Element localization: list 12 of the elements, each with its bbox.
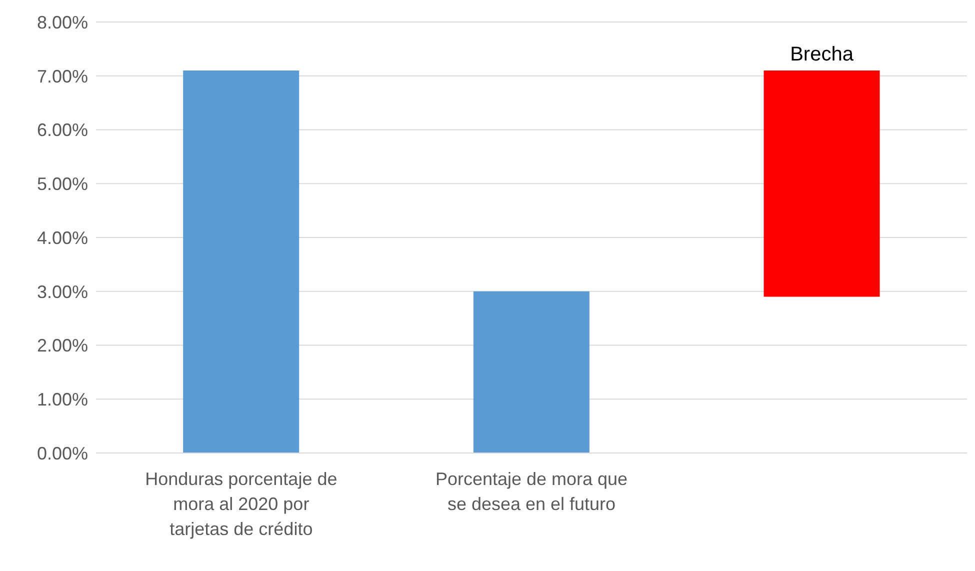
y-tick-label: 6.00%: [36, 120, 88, 140]
y-tick-label: 2.00%: [36, 336, 88, 356]
y-tick-label: 7.00%: [36, 66, 88, 86]
y-tick-label: 8.00%: [36, 12, 88, 32]
y-tick-label: 4.00%: [36, 228, 88, 248]
y-tick-label: 5.00%: [36, 174, 88, 194]
y-tick-label: 0.00%: [36, 443, 88, 464]
y-tick-label: 1.00%: [36, 390, 88, 410]
annotation: Brecha: [790, 43, 854, 66]
x-tick-label: Honduras porcentaje de mora al 2020 por tarjetas de crédito: [145, 469, 338, 539]
y-tick-label: 3.00%: [36, 282, 88, 302]
x-tick-label: Porcentaje de mora que se desea en el futuro: [435, 469, 628, 514]
